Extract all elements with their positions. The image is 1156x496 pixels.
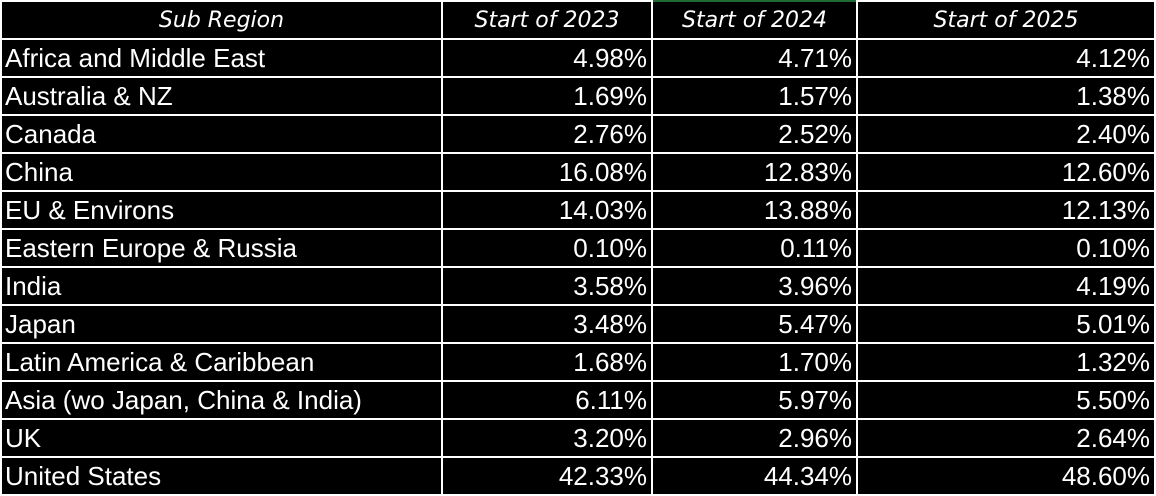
cell-2024[interactable]: 2.96% [651,418,858,458]
cell-2024[interactable]: 0.11% [651,228,858,268]
cell-2024[interactable]: 5.47% [651,304,858,344]
cell-2025[interactable]: 1.38% [856,76,1156,116]
header-sub-region[interactable]: Sub Region [0,1,443,40]
cell-2023[interactable]: 3.48% [441,304,653,344]
cell-2023[interactable]: 3.58% [441,266,653,306]
cell-2024[interactable]: 44.34% [651,456,858,496]
table-row: India 3.58% 3.96% 4.19% [0,266,1156,306]
cell-2023[interactable]: 0.10% [441,228,653,268]
cell-2025[interactable]: 0.10% [856,228,1156,268]
cell-2024[interactable]: 13.88% [651,190,858,230]
cell-region[interactable]: Latin America & Caribbean [0,342,443,382]
table-row: Australia & NZ 1.69% 1.57% 1.38% [0,76,1156,116]
cell-2024[interactable]: 4.71% [651,38,858,78]
cell-2025[interactable]: 1.32% [856,342,1156,382]
header-start-of-2024[interactable]: Start of 2024 [651,0,858,40]
cell-region[interactable]: Eastern Europe & Russia [0,228,443,268]
table-row: Canada 2.76% 2.52% 2.40% [0,114,1156,154]
table-row: EU & Environs 14.03% 13.88% 12.13% [0,190,1156,230]
table-row: Eastern Europe & Russia 0.10% 0.11% 0.10… [0,228,1156,268]
cell-2024[interactable]: 2.52% [651,114,858,154]
table-row: UK 3.20% 2.96% 2.64% [0,418,1156,458]
cell-2023[interactable]: 16.08% [441,152,653,192]
header-start-of-2025[interactable]: Start of 2025 [856,1,1156,40]
cell-region[interactable]: United States [0,456,443,496]
cell-2025[interactable]: 12.13% [856,190,1156,230]
cell-2023[interactable]: 14.03% [441,190,653,230]
cell-2024[interactable]: 1.57% [651,76,858,116]
cell-2024[interactable]: 1.70% [651,342,858,382]
cell-2024[interactable]: 5.97% [651,380,858,420]
table-row: Latin America & Caribbean 1.68% 1.70% 1.… [0,342,1156,382]
cell-2025[interactable]: 4.19% [856,266,1156,306]
cell-region[interactable]: UK [0,418,443,458]
cell-2024[interactable]: 3.96% [651,266,858,306]
cell-2025[interactable]: 2.64% [856,418,1156,458]
table-row: United States 42.33% 44.34% 48.60% [0,456,1156,496]
cell-2023[interactable]: 2.76% [441,114,653,154]
cell-region[interactable]: EU & Environs [0,190,443,230]
cell-region[interactable]: China [0,152,443,192]
cell-2025[interactable]: 2.40% [856,114,1156,154]
cell-2023[interactable]: 4.98% [441,38,653,78]
cell-region[interactable]: Asia (wo Japan, China & India) [0,380,443,420]
table-row: Asia (wo Japan, China & India) 6.11% 5.9… [0,380,1156,420]
header-start-of-2023[interactable]: Start of 2023 [441,1,653,40]
header-row: Sub Region Start of 2023 Start of 2024 S… [0,0,1156,40]
cell-2023[interactable]: 6.11% [441,380,653,420]
cell-2023[interactable]: 1.69% [441,76,653,116]
cell-2023[interactable]: 3.20% [441,418,653,458]
table-row: China 16.08% 12.83% 12.60% [0,152,1156,192]
table-row: Africa and Middle East 4.98% 4.71% 4.12% [0,38,1156,78]
cell-2025[interactable]: 12.60% [856,152,1156,192]
cell-2025[interactable]: 4.12% [856,38,1156,78]
cell-region[interactable]: Canada [0,114,443,154]
cell-region[interactable]: Japan [0,304,443,344]
cell-2023[interactable]: 1.68% [441,342,653,382]
cell-2025[interactable]: 5.50% [856,380,1156,420]
cell-2025[interactable]: 5.01% [856,304,1156,344]
cell-region[interactable]: Africa and Middle East [0,38,443,78]
cell-2023[interactable]: 42.33% [441,456,653,496]
table-row: Japan 3.48% 5.47% 5.01% [0,304,1156,344]
cell-region[interactable]: India [0,266,443,306]
cell-region[interactable]: Australia & NZ [0,76,443,116]
cell-2024[interactable]: 12.83% [651,152,858,192]
cell-2025[interactable]: 48.60% [856,456,1156,496]
